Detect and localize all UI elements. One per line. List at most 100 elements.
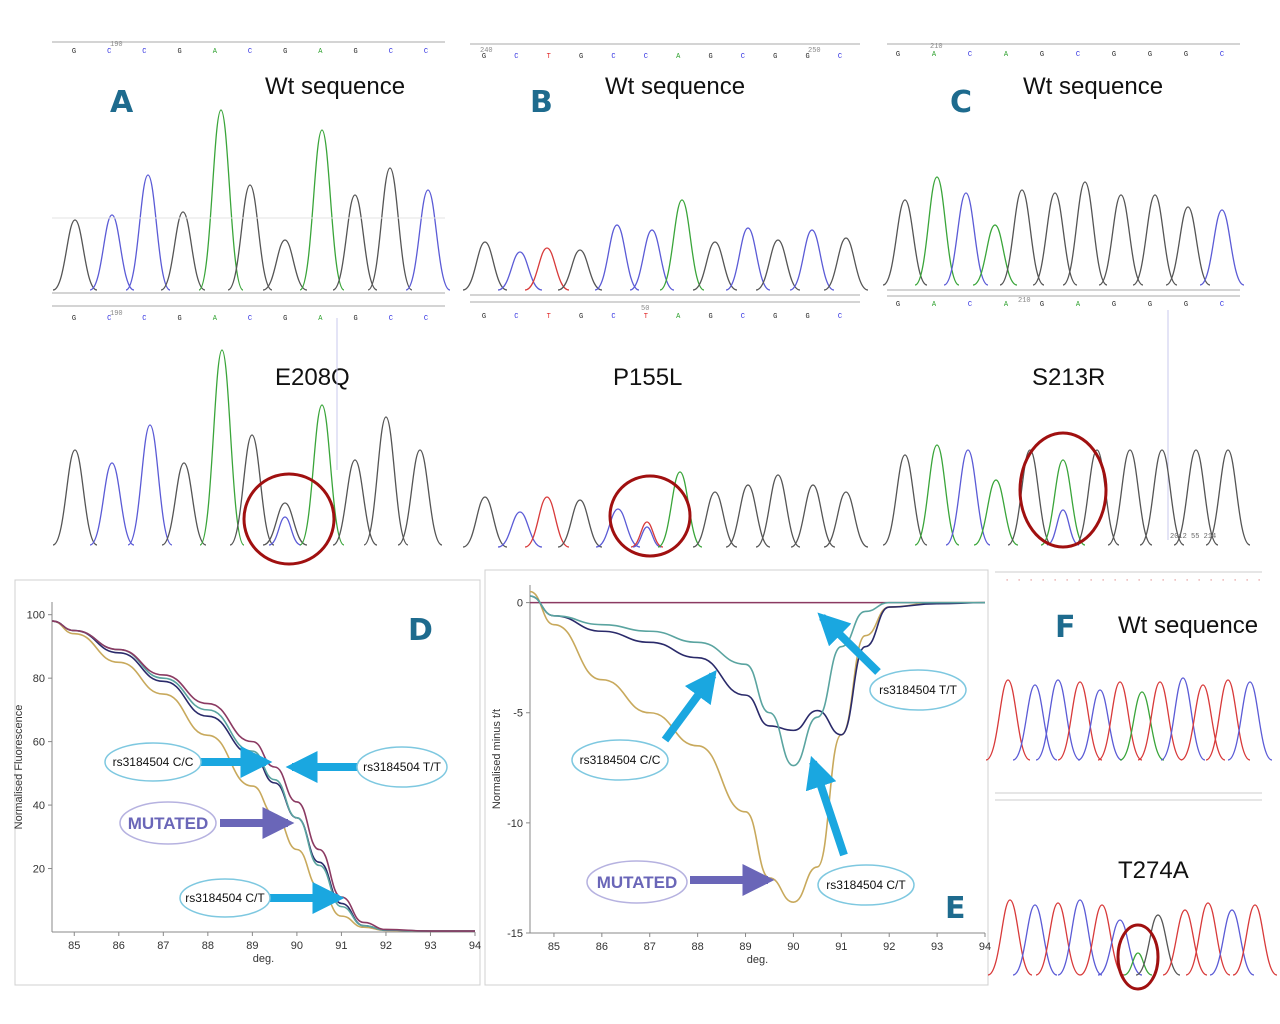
x-tick-label: 90 [787, 941, 799, 953]
chromatogram-peak [1160, 677, 1206, 761]
chromatogram-peak [1062, 181, 1108, 286]
panel-f-bottom-chromatogram [987, 899, 1278, 976]
x-tick-label: 89 [246, 940, 258, 952]
arrow-tt [817, 612, 881, 675]
svg-text:rs3184504 C/T: rs3184504 C/T [185, 891, 265, 905]
y-tick-label: 100 [27, 610, 45, 622]
callout-ct: rs3184504 C/T [179, 878, 271, 918]
x-tick-label: 87 [644, 941, 656, 953]
y-tick-label: 20 [33, 864, 45, 876]
base-letter: · [1233, 577, 1237, 585]
chromatogram-peak [755, 239, 801, 291]
base-letter: · [1221, 577, 1225, 585]
chromatogram-peak [1173, 449, 1219, 546]
chromatogram-peak [659, 199, 705, 291]
callout-mutated: MUTATED [119, 801, 217, 845]
x-tick-label: 86 [113, 940, 125, 952]
panel-a-top-ruler: 190 [110, 41, 123, 49]
x-tick-label: 94 [469, 940, 481, 952]
chromatogram-peak [332, 459, 378, 546]
base-letter: C [838, 53, 842, 61]
chromatogram-peak [89, 462, 135, 546]
chromatogram-peak [632, 526, 662, 548]
base-letter: A [932, 51, 937, 59]
chromatogram-peak [199, 349, 245, 546]
base-letter: C [968, 301, 972, 309]
base-letter: G [1040, 301, 1044, 309]
chromatogram-peak [692, 241, 738, 291]
chromatogram-peak [1046, 509, 1080, 546]
base-letter: · [1017, 577, 1021, 585]
chromatogram-peak [1205, 679, 1251, 761]
chromatogram-peak [987, 899, 1033, 976]
chromatogram-peak [595, 508, 641, 548]
chromatogram-peak [1098, 194, 1144, 286]
chromatogram-peak [1227, 681, 1273, 761]
y-tick-label: -10 [507, 818, 523, 830]
base-letter: A [318, 315, 323, 323]
base-letter: · [1053, 577, 1057, 585]
x-tick-label: 90 [291, 940, 303, 952]
base-letter: C [514, 53, 518, 61]
chromatogram-peak [630, 521, 664, 548]
panel-b-top-title: Wt sequence [605, 73, 745, 100]
chromatogram-peak [557, 249, 603, 291]
x-axis-label: deg. [253, 953, 274, 965]
panel-c-top-title: Wt sequence [1023, 73, 1163, 100]
chromatogram-peak [198, 109, 244, 291]
base-letter: C [107, 315, 111, 323]
base-letter: G [806, 53, 810, 61]
chromatogram-peak [1079, 904, 1125, 976]
chromatogram-peak [1040, 459, 1086, 546]
x-axis-label: deg. [747, 954, 768, 966]
base-letter: A [932, 301, 937, 309]
chromatogram-peak [127, 424, 173, 546]
callout-mutated: MUTATED [586, 860, 688, 904]
chromatogram-peak [524, 496, 570, 548]
base-letter: · [1173, 577, 1177, 585]
callout-tt: rs3184504 T/T [356, 746, 448, 788]
series-line-2 [529, 595, 986, 736]
base-letter: G [896, 301, 900, 309]
series-line-1 [529, 590, 985, 903]
base-letter: G [482, 313, 486, 321]
y-axis-label: Normalised Fluorescence [13, 705, 25, 830]
panel-b: 240 250 G C T G C C A G C G G C B Wt sequence 50 G C… [462, 43, 869, 558]
chromatogram-peak [462, 496, 508, 548]
chromatogram-peak [1097, 681, 1143, 761]
base-letter: A [1004, 51, 1009, 59]
panel-a-label: A [110, 85, 134, 120]
chromatogram-peak [657, 471, 703, 548]
chromatogram-peak [692, 491, 738, 548]
chromatogram-peak [945, 449, 991, 546]
chromatogram-peak [497, 251, 543, 291]
chromatogram-peak [1074, 449, 1120, 546]
base-letter: G [806, 313, 810, 321]
chromatogram-peak [229, 434, 275, 546]
chromatogram-peak [1162, 909, 1208, 976]
arrow-cc [661, 669, 717, 743]
chromatogram-peak [524, 247, 570, 291]
panel-b-top-chromatogram [462, 199, 869, 291]
base-letter: T [644, 313, 648, 321]
chromatogram-peak [882, 454, 928, 546]
chromatogram-peak [1035, 679, 1081, 761]
base-letter: G [708, 313, 712, 321]
base-letter: G [1184, 51, 1188, 59]
panel-b-bottom-chromatogram [462, 471, 869, 548]
chromatogram-peak [1185, 902, 1231, 976]
chromatogram-peak [363, 416, 409, 546]
x-tick-label: 85 [548, 941, 560, 953]
mutation-highlight-circle [242, 472, 336, 566]
base-letter: G [177, 315, 181, 323]
chromatogram-peak [972, 224, 1018, 286]
base-letter: · [1077, 577, 1081, 585]
panel-c-label: C [950, 85, 972, 120]
panel-e-label: E [945, 891, 966, 926]
chromatogram-peak [1057, 681, 1103, 761]
base-letter: A [213, 48, 218, 56]
chromatogram-peak [227, 184, 273, 291]
chromatogram-peak [462, 241, 508, 291]
